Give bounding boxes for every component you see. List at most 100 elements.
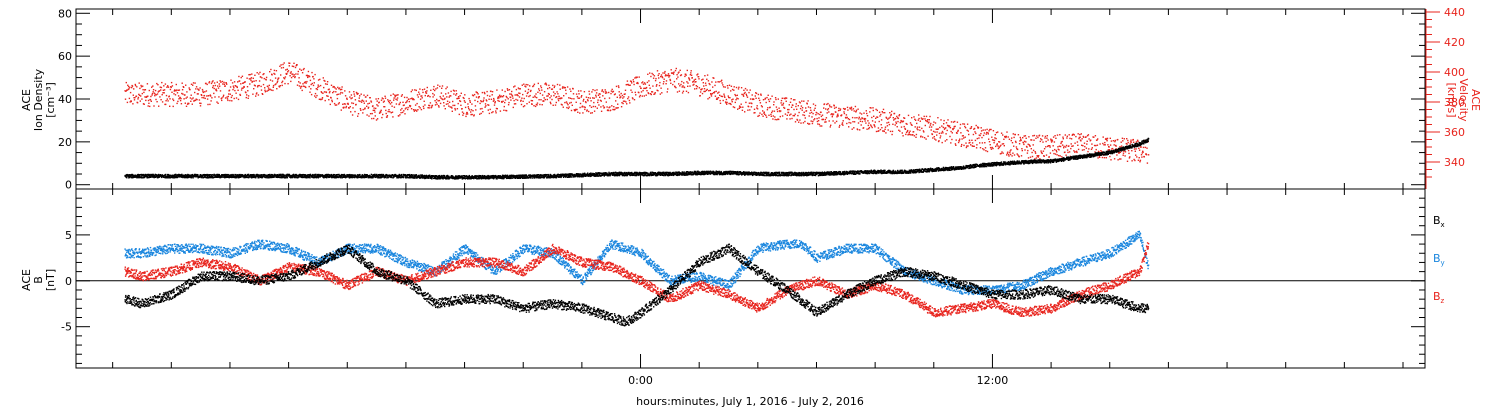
velocity-series-point bbox=[317, 79, 320, 81]
velocity-series-point bbox=[376, 104, 378, 106]
velocity-series-point bbox=[514, 94, 516, 96]
velocity-series-point bbox=[292, 65, 295, 68]
velocity-series-point bbox=[443, 105, 445, 107]
velocity-series-point bbox=[284, 82, 286, 85]
velocity-series-point bbox=[457, 102, 459, 105]
velocity-series-point bbox=[652, 73, 654, 76]
velocity-series-point bbox=[533, 105, 535, 107]
velocity-series-point bbox=[682, 85, 684, 87]
velocity-series-point bbox=[778, 107, 780, 109]
velocity-series-point bbox=[980, 130, 983, 132]
velocity-series-point bbox=[675, 86, 677, 89]
velocity-series-point bbox=[216, 101, 218, 103]
velocity-series-point bbox=[830, 113, 832, 116]
velocity-series-point bbox=[940, 119, 942, 121]
velocity-series-point bbox=[134, 84, 137, 87]
velocity-series-point bbox=[1052, 149, 1054, 152]
velocity-series-point bbox=[937, 128, 939, 130]
velocity-series-point bbox=[368, 115, 370, 117]
velocity-series-point bbox=[268, 89, 270, 91]
velocity-series-point bbox=[521, 84, 523, 86]
velocity-series-point bbox=[901, 120, 903, 122]
velocity-series-point bbox=[621, 94, 624, 97]
velocity-series-point bbox=[565, 92, 567, 95]
velocity-series-point bbox=[502, 95, 505, 97]
velocity-series-point bbox=[885, 117, 888, 119]
velocity-series-point bbox=[1068, 151, 1071, 153]
velocity-series-point bbox=[474, 99, 476, 102]
velocity-series-point bbox=[477, 93, 479, 95]
velocity-series-point bbox=[1127, 149, 1130, 152]
velocity-series-point bbox=[901, 132, 903, 134]
velocity-series-point bbox=[400, 95, 403, 97]
velocity-series-point bbox=[276, 80, 279, 82]
velocity-series-point bbox=[487, 104, 489, 106]
velocity-series-point bbox=[1080, 140, 1082, 142]
velocity-series-point bbox=[808, 115, 810, 117]
velocity-series-point bbox=[339, 89, 342, 91]
velocity-series-point bbox=[1031, 151, 1033, 154]
velocity-series-point bbox=[598, 93, 600, 95]
velocity-series-point bbox=[880, 113, 882, 116]
density-series-point bbox=[253, 174, 256, 176]
velocity-series-point bbox=[202, 91, 204, 94]
velocity-series-point bbox=[278, 77, 280, 79]
velocity-series-point bbox=[604, 89, 606, 91]
velocity-series-point bbox=[393, 97, 395, 99]
velocity-series-point bbox=[787, 108, 789, 111]
velocity-series-point bbox=[1083, 149, 1085, 151]
velocity-series-point bbox=[462, 96, 464, 99]
velocity-series-point bbox=[708, 96, 711, 99]
density-series-point bbox=[273, 176, 275, 178]
velocity-series-point bbox=[338, 102, 340, 104]
density-series-point bbox=[370, 173, 373, 176]
velocity-series-point bbox=[463, 97, 465, 100]
velocity-series-point bbox=[512, 97, 514, 99]
velocity-series-point bbox=[717, 81, 719, 83]
velocity-series-point bbox=[659, 93, 661, 95]
velocity-series-point bbox=[1040, 151, 1043, 154]
velocity-series-point bbox=[306, 74, 308, 77]
velocity-series-point bbox=[636, 82, 638, 84]
velocity-series-point bbox=[669, 79, 672, 82]
velocity-series-point bbox=[283, 62, 285, 64]
velocity-series-point bbox=[329, 103, 331, 106]
velocity-series-point bbox=[801, 107, 804, 109]
velocity-series-point bbox=[855, 110, 857, 113]
velocity-series-point bbox=[669, 78, 671, 81]
velocity-series-point bbox=[215, 88, 217, 90]
velocity-series-point bbox=[203, 94, 206, 97]
velocity-series-point bbox=[543, 97, 545, 99]
velocity-series-point bbox=[490, 98, 493, 100]
velocity-series-point bbox=[905, 122, 907, 125]
velocity-series-point bbox=[320, 98, 322, 101]
velocity-series-point bbox=[1114, 139, 1116, 142]
velocity-series-point bbox=[908, 131, 910, 134]
velocity-series-point bbox=[645, 86, 648, 89]
velocity-series-point bbox=[807, 100, 809, 102]
velocity-series-point bbox=[880, 119, 883, 121]
velocity-series-point bbox=[237, 98, 240, 101]
velocity-series-point bbox=[747, 105, 750, 108]
velocity-series-point bbox=[798, 121, 800, 123]
velocity-series-point bbox=[770, 113, 772, 116]
velocity-series-point bbox=[585, 96, 588, 98]
velocity-series-point bbox=[826, 109, 829, 111]
velocity-series-point bbox=[233, 81, 236, 83]
velocity-series-point bbox=[319, 78, 321, 81]
velocity-series-point bbox=[975, 147, 978, 149]
velocity-series-point bbox=[1083, 142, 1086, 144]
velocity-series-point bbox=[612, 108, 614, 111]
velocity-series-point bbox=[835, 120, 838, 123]
velocity-series-point bbox=[705, 89, 708, 92]
velocity-series-point bbox=[1141, 156, 1143, 158]
velocity-series-point bbox=[299, 82, 301, 84]
velocity-series-point bbox=[660, 74, 663, 76]
velocity-series-point bbox=[1128, 157, 1131, 159]
velocity-series-point bbox=[180, 103, 183, 105]
velocity-series-point bbox=[566, 106, 568, 109]
velocity-series-point bbox=[797, 114, 799, 117]
velocity-series-point bbox=[514, 103, 517, 105]
velocity-series-point bbox=[1056, 154, 1058, 156]
velocity-series-point bbox=[236, 85, 238, 88]
